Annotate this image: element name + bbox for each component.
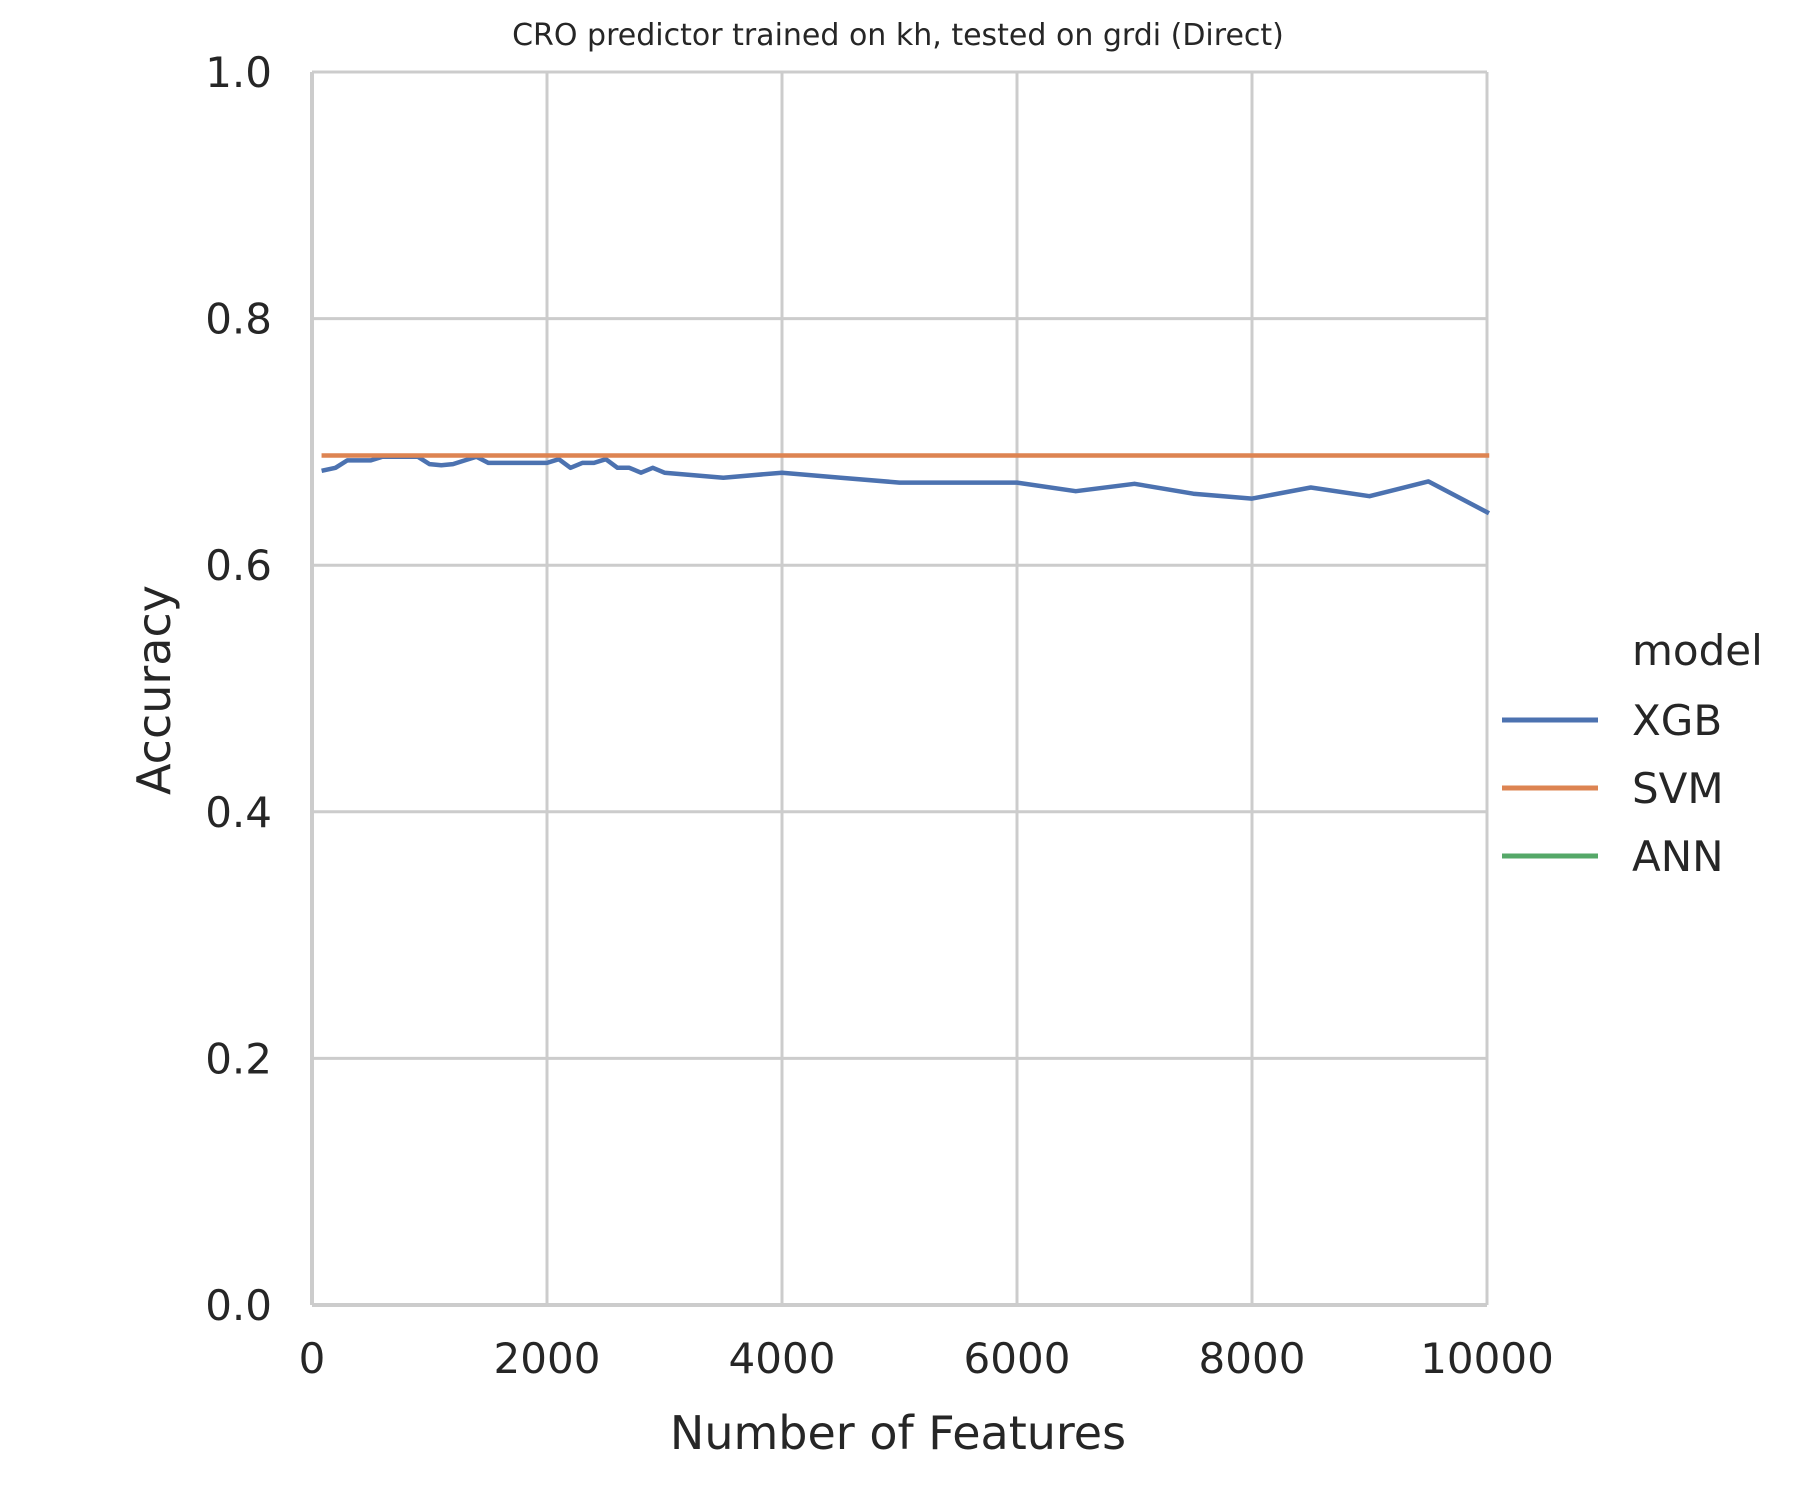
x-tick-label: 2000 <box>494 1334 601 1383</box>
y-tick-label: 0.0 <box>205 1281 272 1330</box>
legend-label-xgb: XGB <box>1632 696 1722 745</box>
chart-title: CRO predictor trained on kh, tested on g… <box>512 18 1284 53</box>
y-tick-label: 1.0 <box>205 48 272 97</box>
y-tick-label: 0.8 <box>205 295 272 344</box>
axes <box>310 72 1487 1307</box>
y-tick-label: 0.4 <box>205 788 272 837</box>
legend-label-ann: ANN <box>1632 832 1724 881</box>
x-axis-label: Number of Features <box>670 1406 1126 1460</box>
legend-label-svm: SVM <box>1632 764 1724 813</box>
x-tick-label: 8000 <box>1199 1334 1306 1383</box>
y-tick-label: 0.2 <box>205 1034 272 1083</box>
x-tick-label: 4000 <box>729 1334 836 1383</box>
x-tick-label: 6000 <box>964 1334 1071 1383</box>
y-axis-label: Accuracy <box>127 585 181 795</box>
legend-title: model <box>1632 626 1763 675</box>
y-tick-label: 0.6 <box>205 541 272 590</box>
tick-labels: 0 2000 4000 6000 8000 10000 0.0 0.2 0.4 0.6 0.8 1.0 <box>205 48 1554 1383</box>
legend: model XGB SVM ANN <box>1502 626 1763 881</box>
series-lines <box>321 453 1491 516</box>
x-tick-label: 0 <box>299 1334 326 1383</box>
x-tick-label: 10000 <box>1420 1334 1554 1383</box>
grid <box>310 70 1489 1307</box>
